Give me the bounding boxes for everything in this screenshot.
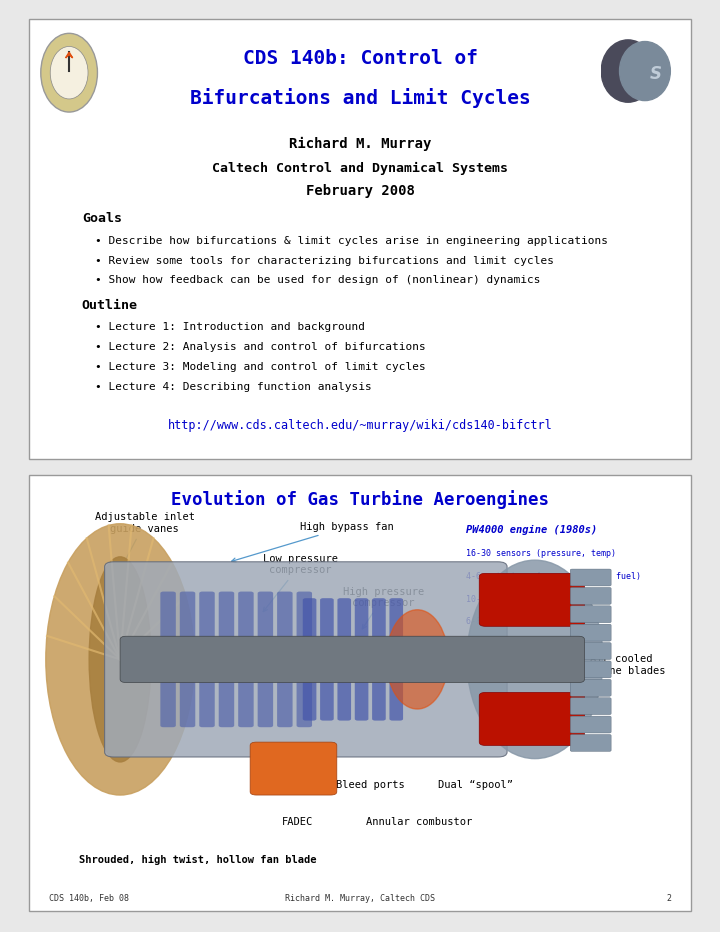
FancyBboxPatch shape — [29, 19, 691, 459]
FancyBboxPatch shape — [570, 698, 611, 715]
Text: PW4000 engine (1980s): PW4000 engine (1980s) — [466, 525, 597, 535]
FancyBboxPatch shape — [258, 592, 273, 727]
Text: 2: 2 — [666, 894, 671, 903]
FancyBboxPatch shape — [390, 598, 403, 720]
Text: S: S — [650, 65, 662, 83]
Text: FADEC: FADEC — [282, 817, 312, 827]
Text: Air cooled
turbine blades: Air cooled turbine blades — [578, 654, 665, 676]
FancyBboxPatch shape — [570, 679, 611, 696]
Text: High bypass fan: High bypass fan — [232, 522, 394, 562]
Text: Shrouded, high twist, hollow fan blade: Shrouded, high twist, hollow fan blade — [79, 855, 317, 865]
Text: Bleed ports: Bleed ports — [336, 780, 405, 790]
Circle shape — [41, 34, 97, 112]
FancyBboxPatch shape — [570, 606, 611, 623]
FancyBboxPatch shape — [570, 624, 611, 641]
Circle shape — [619, 42, 670, 101]
Text: Annular combustor: Annular combustor — [366, 817, 473, 827]
Text: Low pressure
compressor: Low pressure compressor — [263, 554, 338, 611]
FancyBboxPatch shape — [219, 592, 234, 727]
Text: CDS 140b, Feb 08: CDS 140b, Feb 08 — [49, 894, 129, 903]
FancyBboxPatch shape — [120, 637, 585, 682]
FancyBboxPatch shape — [104, 562, 507, 757]
Text: February 2008: February 2008 — [305, 185, 415, 199]
FancyBboxPatch shape — [161, 592, 176, 727]
Text: High pressure
compressor: High pressure compressor — [343, 586, 424, 629]
FancyBboxPatch shape — [355, 598, 369, 720]
FancyBboxPatch shape — [29, 475, 691, 911]
Ellipse shape — [467, 560, 603, 759]
Text: • Describe how bifurcations & limit cycles arise in engineering applications: • Describe how bifurcations & limit cycl… — [95, 236, 608, 246]
Text: • Show how feedback can be used for design of (nonlinear) dynamics: • Show how feedback can be used for desi… — [95, 275, 541, 285]
FancyBboxPatch shape — [480, 692, 585, 746]
FancyBboxPatch shape — [570, 734, 611, 751]
FancyBboxPatch shape — [570, 716, 611, 733]
Text: Evolution of Gas Turbine Aeroengines: Evolution of Gas Turbine Aeroengines — [171, 490, 549, 509]
FancyBboxPatch shape — [303, 598, 316, 720]
Text: 16-30 sensors (pressure, temp): 16-30 sensors (pressure, temp) — [466, 549, 616, 558]
FancyBboxPatch shape — [570, 642, 611, 660]
FancyBboxPatch shape — [372, 598, 386, 720]
Polygon shape — [66, 52, 73, 58]
Text: Richard M. Murray, Caltech CDS: Richard M. Murray, Caltech CDS — [285, 894, 435, 903]
Text: • Lecture 2: Analysis and control of bifurcations: • Lecture 2: Analysis and control of bif… — [95, 342, 426, 352]
FancyBboxPatch shape — [480, 573, 585, 626]
Text: Richard M. Murray: Richard M. Murray — [289, 137, 431, 151]
Text: 6-8 state constraints: 6-8 state constraints — [466, 617, 571, 626]
Text: Caltech Control and Dynamical Systems: Caltech Control and Dynamical Systems — [212, 161, 508, 174]
Text: Goals: Goals — [82, 212, 122, 226]
Text: http://www.cds.caltech.edu/~murray/wiki/cds140-bifctrl: http://www.cds.caltech.edu/~murray/wiki/… — [168, 419, 552, 432]
FancyBboxPatch shape — [250, 742, 337, 795]
FancyBboxPatch shape — [570, 587, 611, 604]
Text: • Review some tools for characterizing bifurcations and limit cycles: • Review some tools for characterizing b… — [95, 255, 554, 266]
Text: Adjustable inlet
guide vanes: Adjustable inlet guide vanes — [95, 513, 194, 576]
Text: Bifurcations and Limit Cycles: Bifurcations and Limit Cycles — [189, 88, 531, 108]
FancyBboxPatch shape — [238, 592, 253, 727]
FancyBboxPatch shape — [320, 598, 334, 720]
Ellipse shape — [387, 610, 449, 709]
FancyBboxPatch shape — [570, 569, 611, 586]
Circle shape — [601, 40, 654, 103]
FancyBboxPatch shape — [297, 592, 312, 727]
Text: • Lecture 1: Introduction and background: • Lecture 1: Introduction and background — [95, 322, 365, 333]
FancyBboxPatch shape — [180, 592, 195, 727]
FancyBboxPatch shape — [570, 661, 611, 678]
Text: Outline: Outline — [82, 299, 138, 312]
FancyBboxPatch shape — [199, 592, 215, 727]
Ellipse shape — [46, 524, 194, 795]
FancyBboxPatch shape — [338, 598, 351, 720]
Text: • Lecture 4: Describing function analysis: • Lecture 4: Describing function analysi… — [95, 382, 372, 391]
Text: Dual “spool”: Dual “spool” — [438, 780, 513, 790]
Ellipse shape — [89, 556, 151, 762]
Text: • Lecture 3: Modeling and control of limit cycles: • Lecture 3: Modeling and control of lim… — [95, 362, 426, 372]
FancyBboxPatch shape — [277, 592, 292, 727]
Text: CDS 140b: Control of: CDS 140b: Control of — [243, 48, 477, 68]
Circle shape — [50, 47, 88, 99]
Text: 4-6 actuators (vanes, bleeds, fuel): 4-6 actuators (vanes, bleeds, fuel) — [466, 572, 641, 581]
Text: 10-20 operating modes: 10-20 operating modes — [466, 595, 571, 604]
